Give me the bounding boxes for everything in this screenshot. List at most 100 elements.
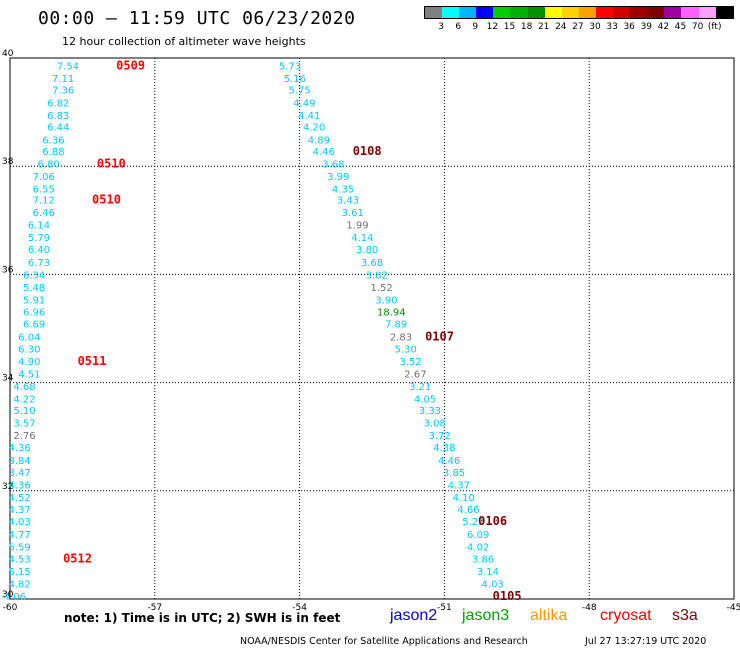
pass-time-label: 0510: [92, 193, 121, 207]
y-tick-label: 38: [2, 157, 14, 167]
wave-height-value: 6.46: [33, 208, 55, 219]
wave-height-value: 6.73: [28, 258, 50, 269]
wave-height-value: 18.94: [377, 308, 406, 319]
x-tick-label: -54: [292, 603, 307, 613]
legend-tick-label: 15: [503, 22, 516, 32]
wave-height-value: 7.89: [385, 320, 407, 331]
wave-height-value: 6.34: [23, 270, 45, 281]
wave-height-value: 4.22: [13, 394, 35, 405]
wave-height-value: 2.76: [13, 431, 35, 442]
wave-height-value: 3.80: [356, 245, 378, 256]
legend-tick-label: 42: [657, 22, 670, 32]
wave-height-value: 2.67: [404, 369, 426, 380]
wave-height-value: 4.51: [18, 369, 40, 380]
legend-swatch: [647, 7, 665, 18]
y-tick-label: 30: [2, 590, 14, 600]
wave-height-value: 5.48: [23, 283, 45, 294]
y-tick-label: 36: [2, 265, 14, 275]
wave-height-value: 7.06: [33, 172, 55, 183]
wave-height-value: 5.73: [279, 62, 301, 73]
wave-height-value: 7.54: [57, 62, 79, 73]
wave-height-value: 4.77: [9, 530, 31, 541]
legend-swatch: [613, 7, 631, 18]
wave-height-value: 4.37: [448, 480, 470, 491]
wave-height-value: 3.68: [322, 159, 344, 170]
wave-height-value: 3.61: [342, 208, 364, 219]
legend-tick-label: 12: [486, 22, 499, 32]
pass-time-label: 0511: [78, 354, 107, 368]
legend-tick-label: 36: [623, 22, 635, 32]
legend-swatch: [544, 7, 562, 18]
legend-swatch: [493, 7, 511, 18]
wave-height-value: 6.69: [23, 320, 45, 331]
wave-height-value: 4.03: [9, 517, 31, 528]
wave-height-value: 4.36: [9, 443, 31, 454]
wave-height-value: 4.02: [467, 543, 489, 554]
wave-height-value: 4.66: [457, 505, 479, 516]
wave-height-value: 3.68: [361, 258, 383, 269]
pass-time-label: 0509: [116, 59, 145, 73]
wave-height-value: 3.47: [9, 468, 31, 479]
legend-tick-label: 6: [455, 22, 462, 32]
plot-frame: [9, 57, 735, 600]
page-subtitle: 12 hour collection of altimeter wave hei…: [62, 35, 306, 48]
wave-height-value: 6.44: [47, 123, 69, 134]
legend-swatch: [510, 7, 528, 18]
wave-height-value: 4.52: [9, 493, 31, 504]
legend-tick-label: 24: [555, 22, 567, 32]
pass-time-label: 0106: [478, 514, 507, 528]
wave-height-value: 5.75: [288, 85, 310, 96]
x-tick-label: -48: [582, 603, 597, 613]
wave-height-value: 6.40: [28, 245, 50, 256]
x-tick-label: -51: [437, 603, 452, 613]
wave-height-value: 4.90: [18, 357, 40, 368]
wave-height-value: 5.59: [9, 543, 31, 554]
wave-height-value: 5.29: [462, 517, 484, 528]
wave-height-value: 6.04: [18, 333, 40, 344]
x-tick-label: -57: [147, 603, 162, 613]
wave-height-value: 6.36: [42, 136, 64, 147]
wave-height-value: 4.38: [433, 443, 455, 454]
wave-height-value: 1.99: [346, 221, 368, 232]
footer-credit: NOAA/NESDIS Center for Satellite Applica…: [240, 636, 528, 647]
wave-height-value: 4.35: [332, 184, 354, 195]
wave-height-value: 4.53: [9, 554, 31, 565]
wave-height-value: 6.96: [23, 308, 45, 319]
wave-height-value: 1.52: [371, 283, 393, 294]
wave-height-value: 6.30: [18, 345, 40, 356]
wave-height-value: 4.03: [482, 579, 504, 590]
legend-tick-label: 18: [520, 22, 533, 32]
page-title: 00:00 — 11:59 UTC 06/23/2020: [38, 8, 356, 29]
wave-height-value: 4.46: [313, 147, 335, 158]
legend-tick-label: 70: [691, 22, 704, 32]
y-tick-label: 34: [2, 374, 14, 384]
legend-tick-label: 39: [640, 22, 653, 32]
wave-height-value: 4.82: [9, 579, 31, 590]
legend-swatch: [630, 7, 648, 18]
legend-swatch: [476, 7, 494, 18]
legend-swatch: [578, 7, 596, 18]
legend-swatch: [561, 7, 579, 18]
wave-height-value: 4.49: [293, 98, 315, 109]
wave-height-value: 4.10: [453, 493, 475, 504]
wave-height-value: 2.83: [390, 333, 412, 344]
wave-height-value: 4.37: [9, 505, 31, 516]
wave-height-value: 5.15: [9, 567, 31, 578]
wave-height-value: 3.84: [9, 456, 31, 467]
legend-tick-label: 27: [572, 22, 584, 32]
wave-height-value: 6.55: [33, 184, 55, 195]
wave-height-value: 3.57: [13, 419, 35, 430]
legend-tick-label: (ft): [707, 22, 722, 32]
mission-label-altika: altika: [530, 607, 568, 624]
legend-swatch: [459, 7, 477, 18]
legend-tick-label: 3: [438, 22, 444, 32]
wave-height-value: 6.09: [467, 530, 489, 541]
wave-height-value: 4.06: [4, 592, 26, 603]
wave-height-value: 3.85: [443, 468, 465, 479]
x-tick-label: -45: [727, 603, 740, 613]
wave-height-value: 6.83: [47, 111, 69, 122]
wave-height-value: 4.14: [351, 233, 373, 244]
wave-height-value: 3.43: [337, 196, 359, 207]
wave-height-value: 3.21: [409, 382, 431, 393]
